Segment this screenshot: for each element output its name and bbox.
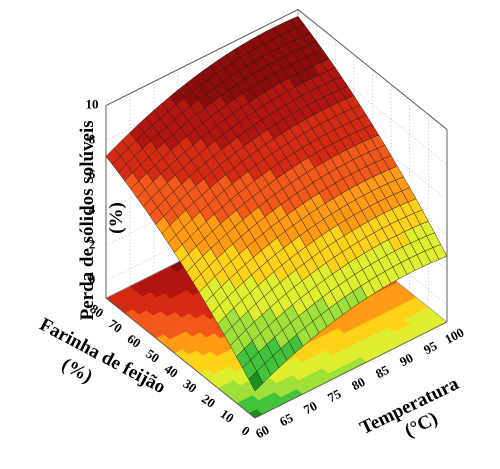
axis-box-edge — [254, 321, 448, 419]
y-tick-label: 60 — [124, 331, 143, 351]
z-axis-title: Perda de sólidos solúveis (%) — [77, 116, 127, 321]
z-tick-label: 0 — [89, 271, 96, 286]
y-tick-label: 0 — [239, 423, 253, 439]
y-tick-label: 70 — [106, 316, 125, 336]
x-tick-label: 75 — [325, 386, 344, 406]
x-tick-label: 85 — [373, 362, 392, 382]
y-tick-label: 30 — [180, 376, 199, 396]
z-tick-label: 2 — [89, 236, 96, 251]
x-tick-label: 80 — [349, 374, 368, 393]
z-tick-label: 4 — [89, 201, 96, 216]
axis-box-edge — [297, 9, 448, 130]
x-tick-label: 100 — [442, 324, 466, 346]
axis-box — [105, 9, 448, 419]
response-surface — [105, 16, 448, 392]
x-tick-label: 70 — [301, 398, 320, 417]
x-tick-label: 95 — [421, 338, 440, 358]
surface-cell — [248, 371, 264, 392]
y-tick-label: 20 — [199, 391, 218, 411]
x-tick-label: 60 — [253, 422, 272, 441]
z-tick-label: 6 — [89, 166, 96, 181]
y-tick-label: 10 — [218, 406, 237, 426]
x-tick-label: 90 — [397, 350, 416, 369]
x-tick-label: 65 — [277, 410, 296, 430]
z-tick-label: 10 — [86, 96, 99, 111]
z-tick-label: 8 — [89, 131, 96, 146]
y-tick-label: 50 — [143, 346, 162, 366]
axis-box-edge — [105, 9, 299, 106]
axis-box-edge — [105, 297, 256, 419]
x-axis-title: Temperatura (°C) — [357, 371, 476, 459]
z-axis-title-line-1: Perda de sólidos solúveis — [77, 120, 98, 320]
z-axis-title-line-2: (%) — [106, 202, 127, 234]
